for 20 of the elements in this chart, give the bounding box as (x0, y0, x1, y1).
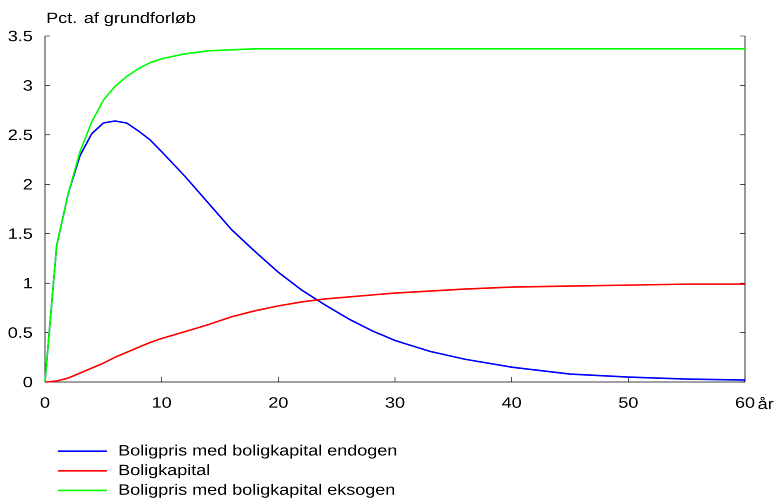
x-tick-label: 20 (269, 397, 288, 408)
legend-label: Boligkapital (120, 464, 210, 478)
legend-label: Boligpris med boligkapital endogen (120, 444, 396, 459)
y-tick-label: 3 (23, 80, 32, 91)
x-tick-label: 0 (40, 397, 50, 408)
y-tick-label: 1 (24, 278, 32, 288)
y-tick-label: 3.5 (8, 30, 32, 42)
legend-label: Boligpris med boligkapital eksogen (120, 484, 394, 498)
y-tick-label: 2.5 (8, 130, 32, 140)
y-tick-label: 0.5 (8, 327, 32, 338)
y-axis-title: Pct. af grundforløb (48, 12, 196, 26)
x-tick-label: 50 (619, 397, 638, 408)
x-tick-label: 60 (736, 397, 754, 408)
y-tick-label: 1.5 (9, 228, 32, 239)
y-tick-label: 2 (24, 179, 32, 190)
x-tick-label: 40 (502, 397, 521, 408)
x-tick-label: 30 (386, 397, 404, 408)
x-tick-label: 10 (153, 397, 171, 408)
x-axis-title: år (758, 396, 774, 410)
y-tick-label: 0 (23, 376, 32, 388)
